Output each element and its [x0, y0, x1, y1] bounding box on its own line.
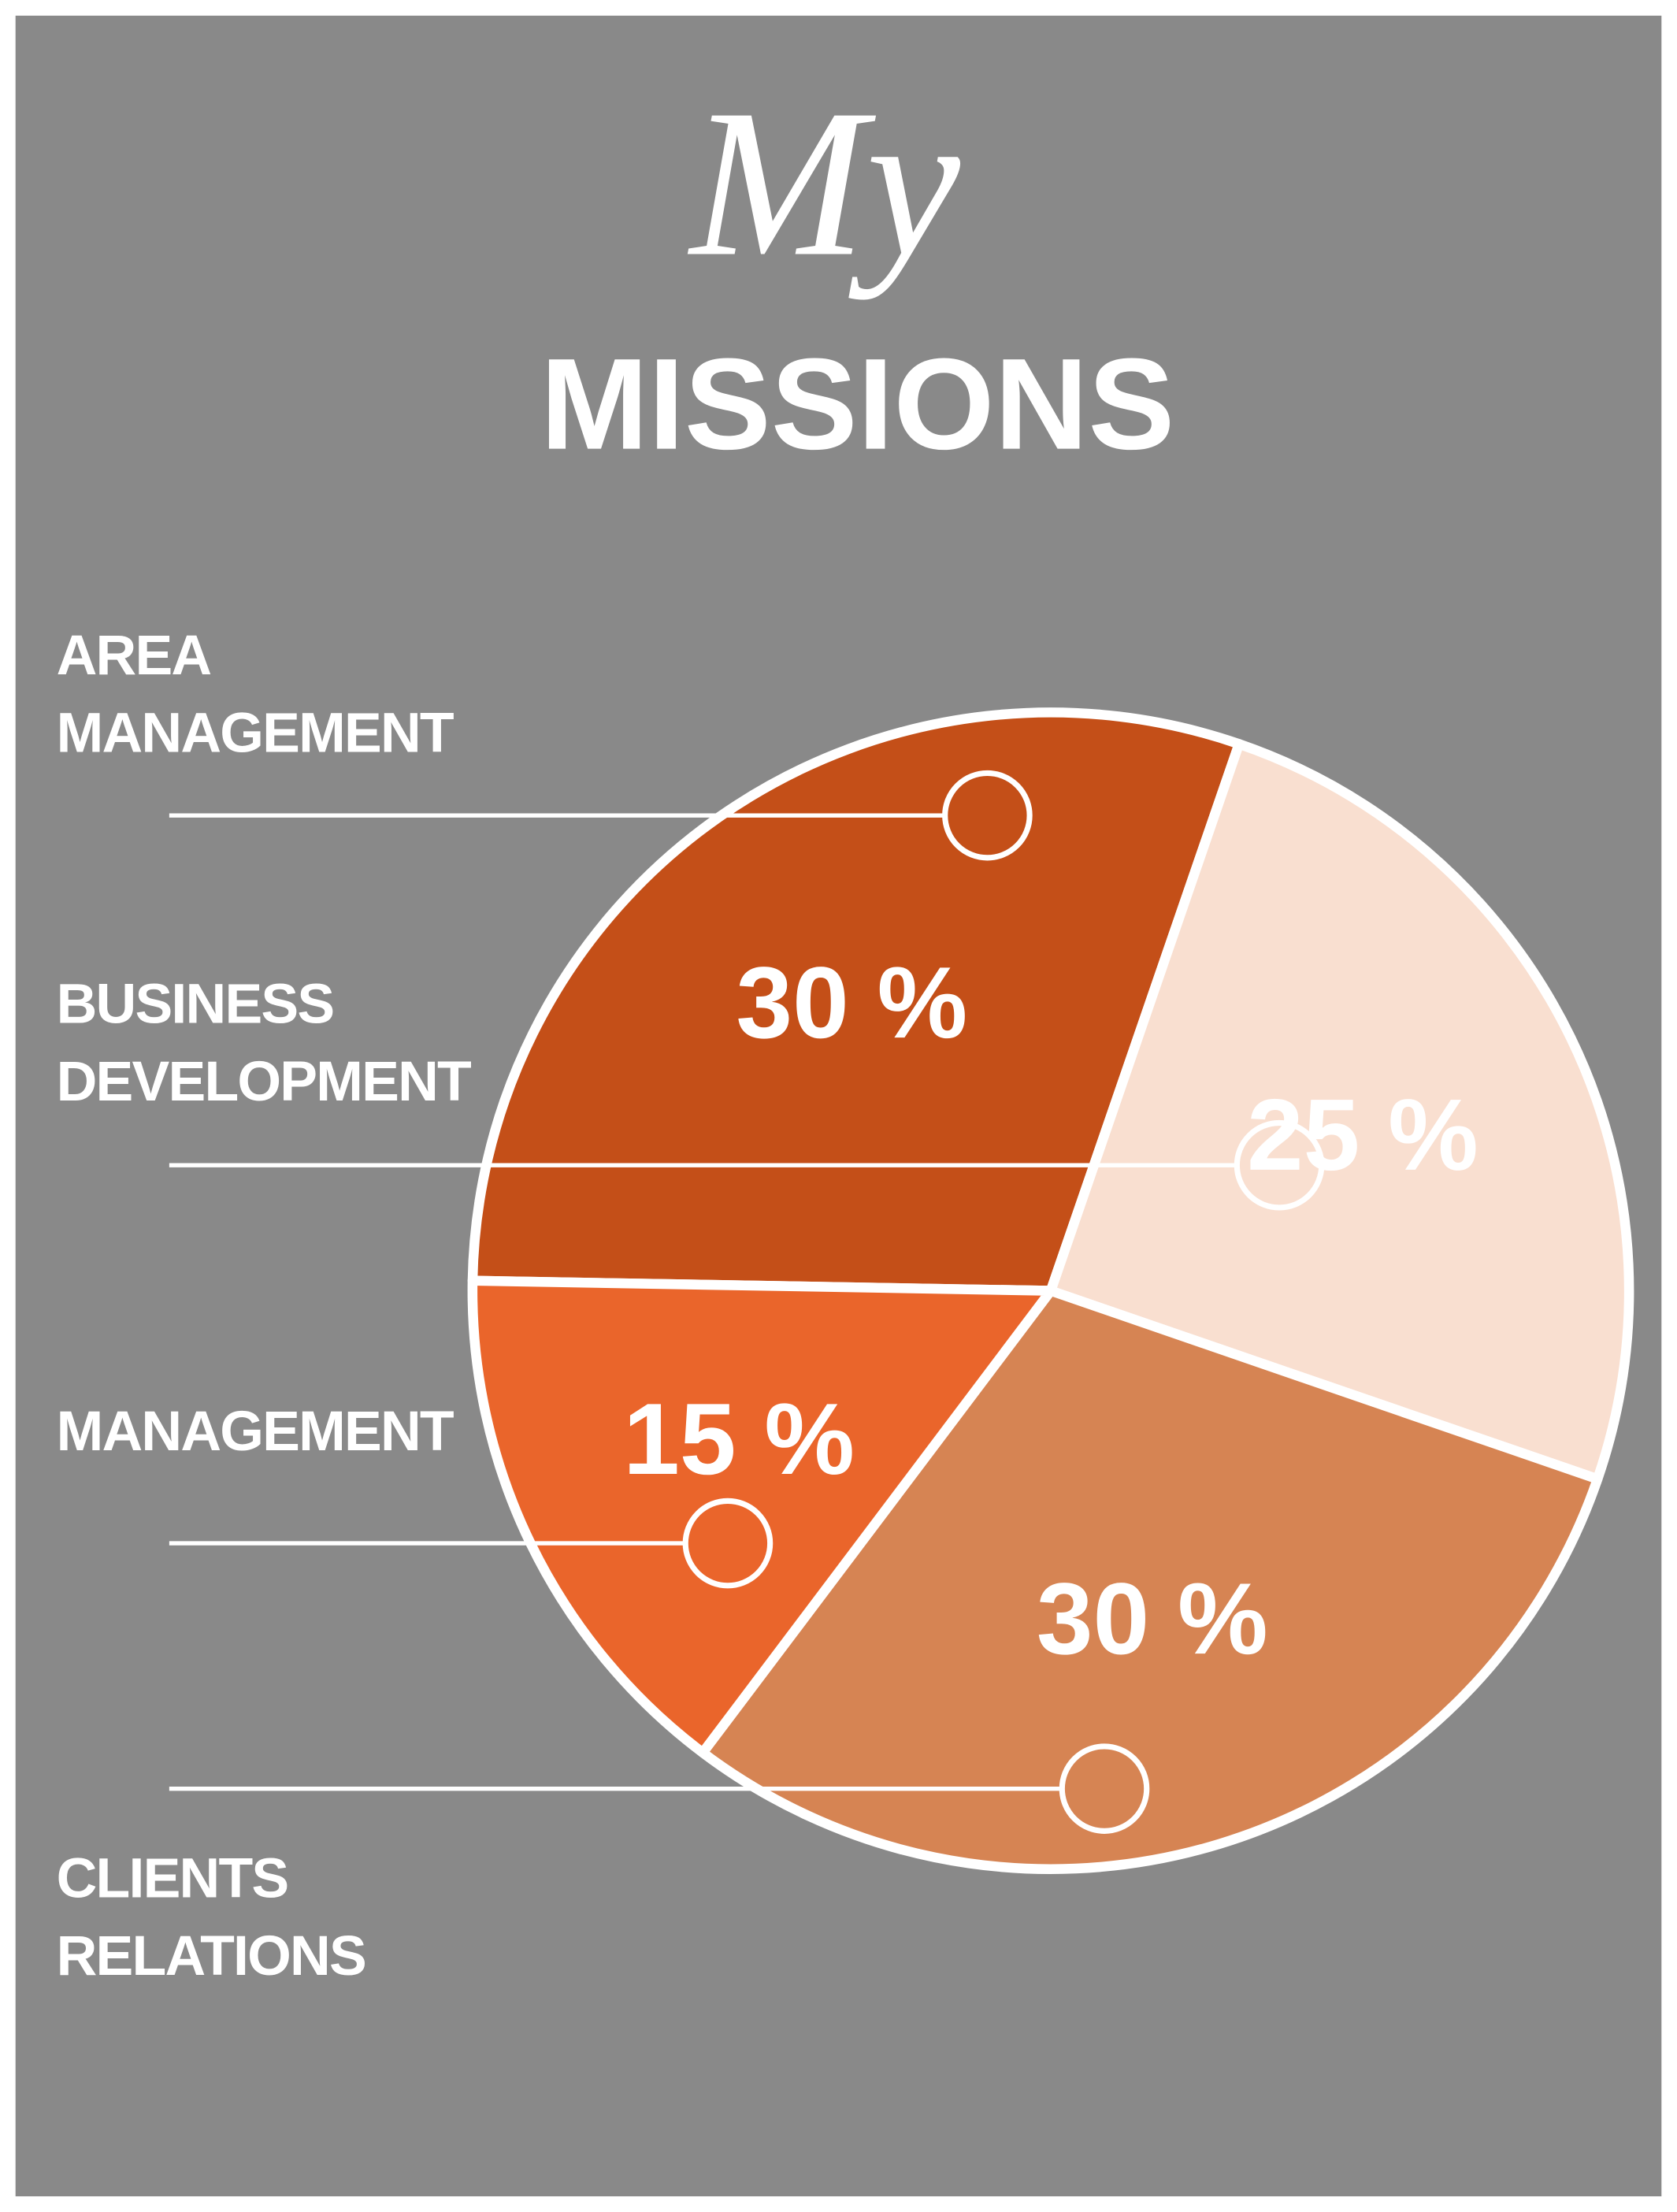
category-label: AREA MANAGEMENT [57, 624, 454, 764]
leader-dot [1059, 1743, 1150, 1834]
chart-subtitle: MISSIONS [540, 332, 1174, 477]
slice-label: 30 % [736, 946, 967, 1060]
pie-slice [697, 1286, 1603, 1874]
pie-slice [1045, 739, 1634, 1484]
leader-dot [1234, 1119, 1325, 1211]
category-label: CLIENTS RELATIONS [57, 1847, 365, 1987]
pie: 30 % 25 % 30 % 15 % [467, 707, 1634, 1874]
slice-label: 30 % [1037, 1562, 1268, 1676]
chart-title: My [687, 66, 963, 300]
category-label: BUSINESS DEVELOPMENT [57, 972, 471, 1112]
leader-dot [942, 770, 1033, 861]
category-label: MANAGEMENT [57, 1400, 454, 1463]
leader-dot [682, 1498, 774, 1589]
slice-label: 15 % [623, 1382, 855, 1496]
leaders: AREA MANAGEMENT BUSINESS DEVELOPMENT CLIENTS… [57, 624, 1325, 1987]
slice-label: 25 % [1247, 1078, 1479, 1192]
